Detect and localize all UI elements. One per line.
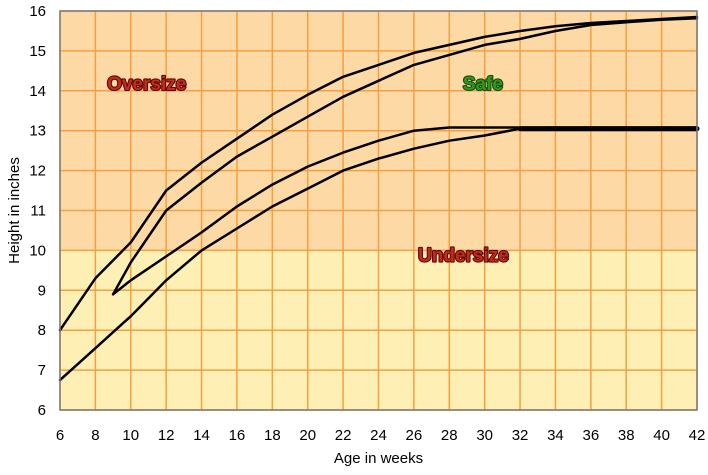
y-tick-label: 7 <box>38 362 46 379</box>
x-tick-label: 38 <box>618 427 635 444</box>
region-label-safe: Safe <box>463 74 503 95</box>
plot-frame <box>59 10 698 411</box>
x-tick-label: 26 <box>406 427 423 444</box>
x-tick-label: 34 <box>547 427 564 444</box>
x-tick-label: 18 <box>264 427 281 444</box>
region-labels: Oversize Safe Undersize <box>106 73 510 268</box>
x-axis-label: Age in weeks <box>334 450 423 467</box>
x-tick-label: 42 <box>689 427 706 444</box>
y-tick-label: 10 <box>29 242 46 259</box>
y-tick-label: 8 <box>38 322 46 339</box>
x-tick-label: 36 <box>582 427 599 444</box>
y-tick-label: 15 <box>29 43 46 60</box>
x-tick-label: 14 <box>193 427 210 444</box>
x-tick-label: 10 <box>122 427 139 444</box>
region-label-undersize: Undersize <box>418 245 509 266</box>
x-tick-label: 22 <box>335 427 352 444</box>
x-tick-label: 32 <box>512 427 529 444</box>
x-tick-label: 30 <box>476 427 493 444</box>
series-line-1 <box>58 15 699 332</box>
x-tick-label: 16 <box>229 427 246 444</box>
y-tick-label: 16 <box>29 3 46 20</box>
x-tick-label: 24 <box>370 427 387 444</box>
x-tick-label: 20 <box>299 427 316 444</box>
y-tick-label: 13 <box>29 123 46 140</box>
x-tick-label: 8 <box>91 427 99 444</box>
region-label-oversize: Oversize <box>107 74 186 95</box>
y-tick-label: 12 <box>29 163 46 180</box>
y-tick-label: 6 <box>38 402 46 419</box>
y-tick-label: 14 <box>29 83 46 100</box>
y-axis-label: Height in inches <box>6 157 23 264</box>
y-tick-label: 11 <box>30 203 46 220</box>
x-tick-label: 6 <box>56 427 64 444</box>
x-tick-label: 40 <box>653 427 670 444</box>
x-tick-label: 28 <box>441 427 458 444</box>
y-tick-label: 9 <box>38 282 46 299</box>
y-tick-labels: 6 7 8 9 10 11 12 13 14 15 16 <box>29 3 46 419</box>
series-group <box>58 15 700 382</box>
series-line-2 <box>111 16 699 296</box>
x-tick-label: 12 <box>158 427 175 444</box>
x-tick-labels: 6 8 10 12 14 16 18 20 22 24 26 28 30 32 34 36 38 40 42 <box>56 427 706 444</box>
